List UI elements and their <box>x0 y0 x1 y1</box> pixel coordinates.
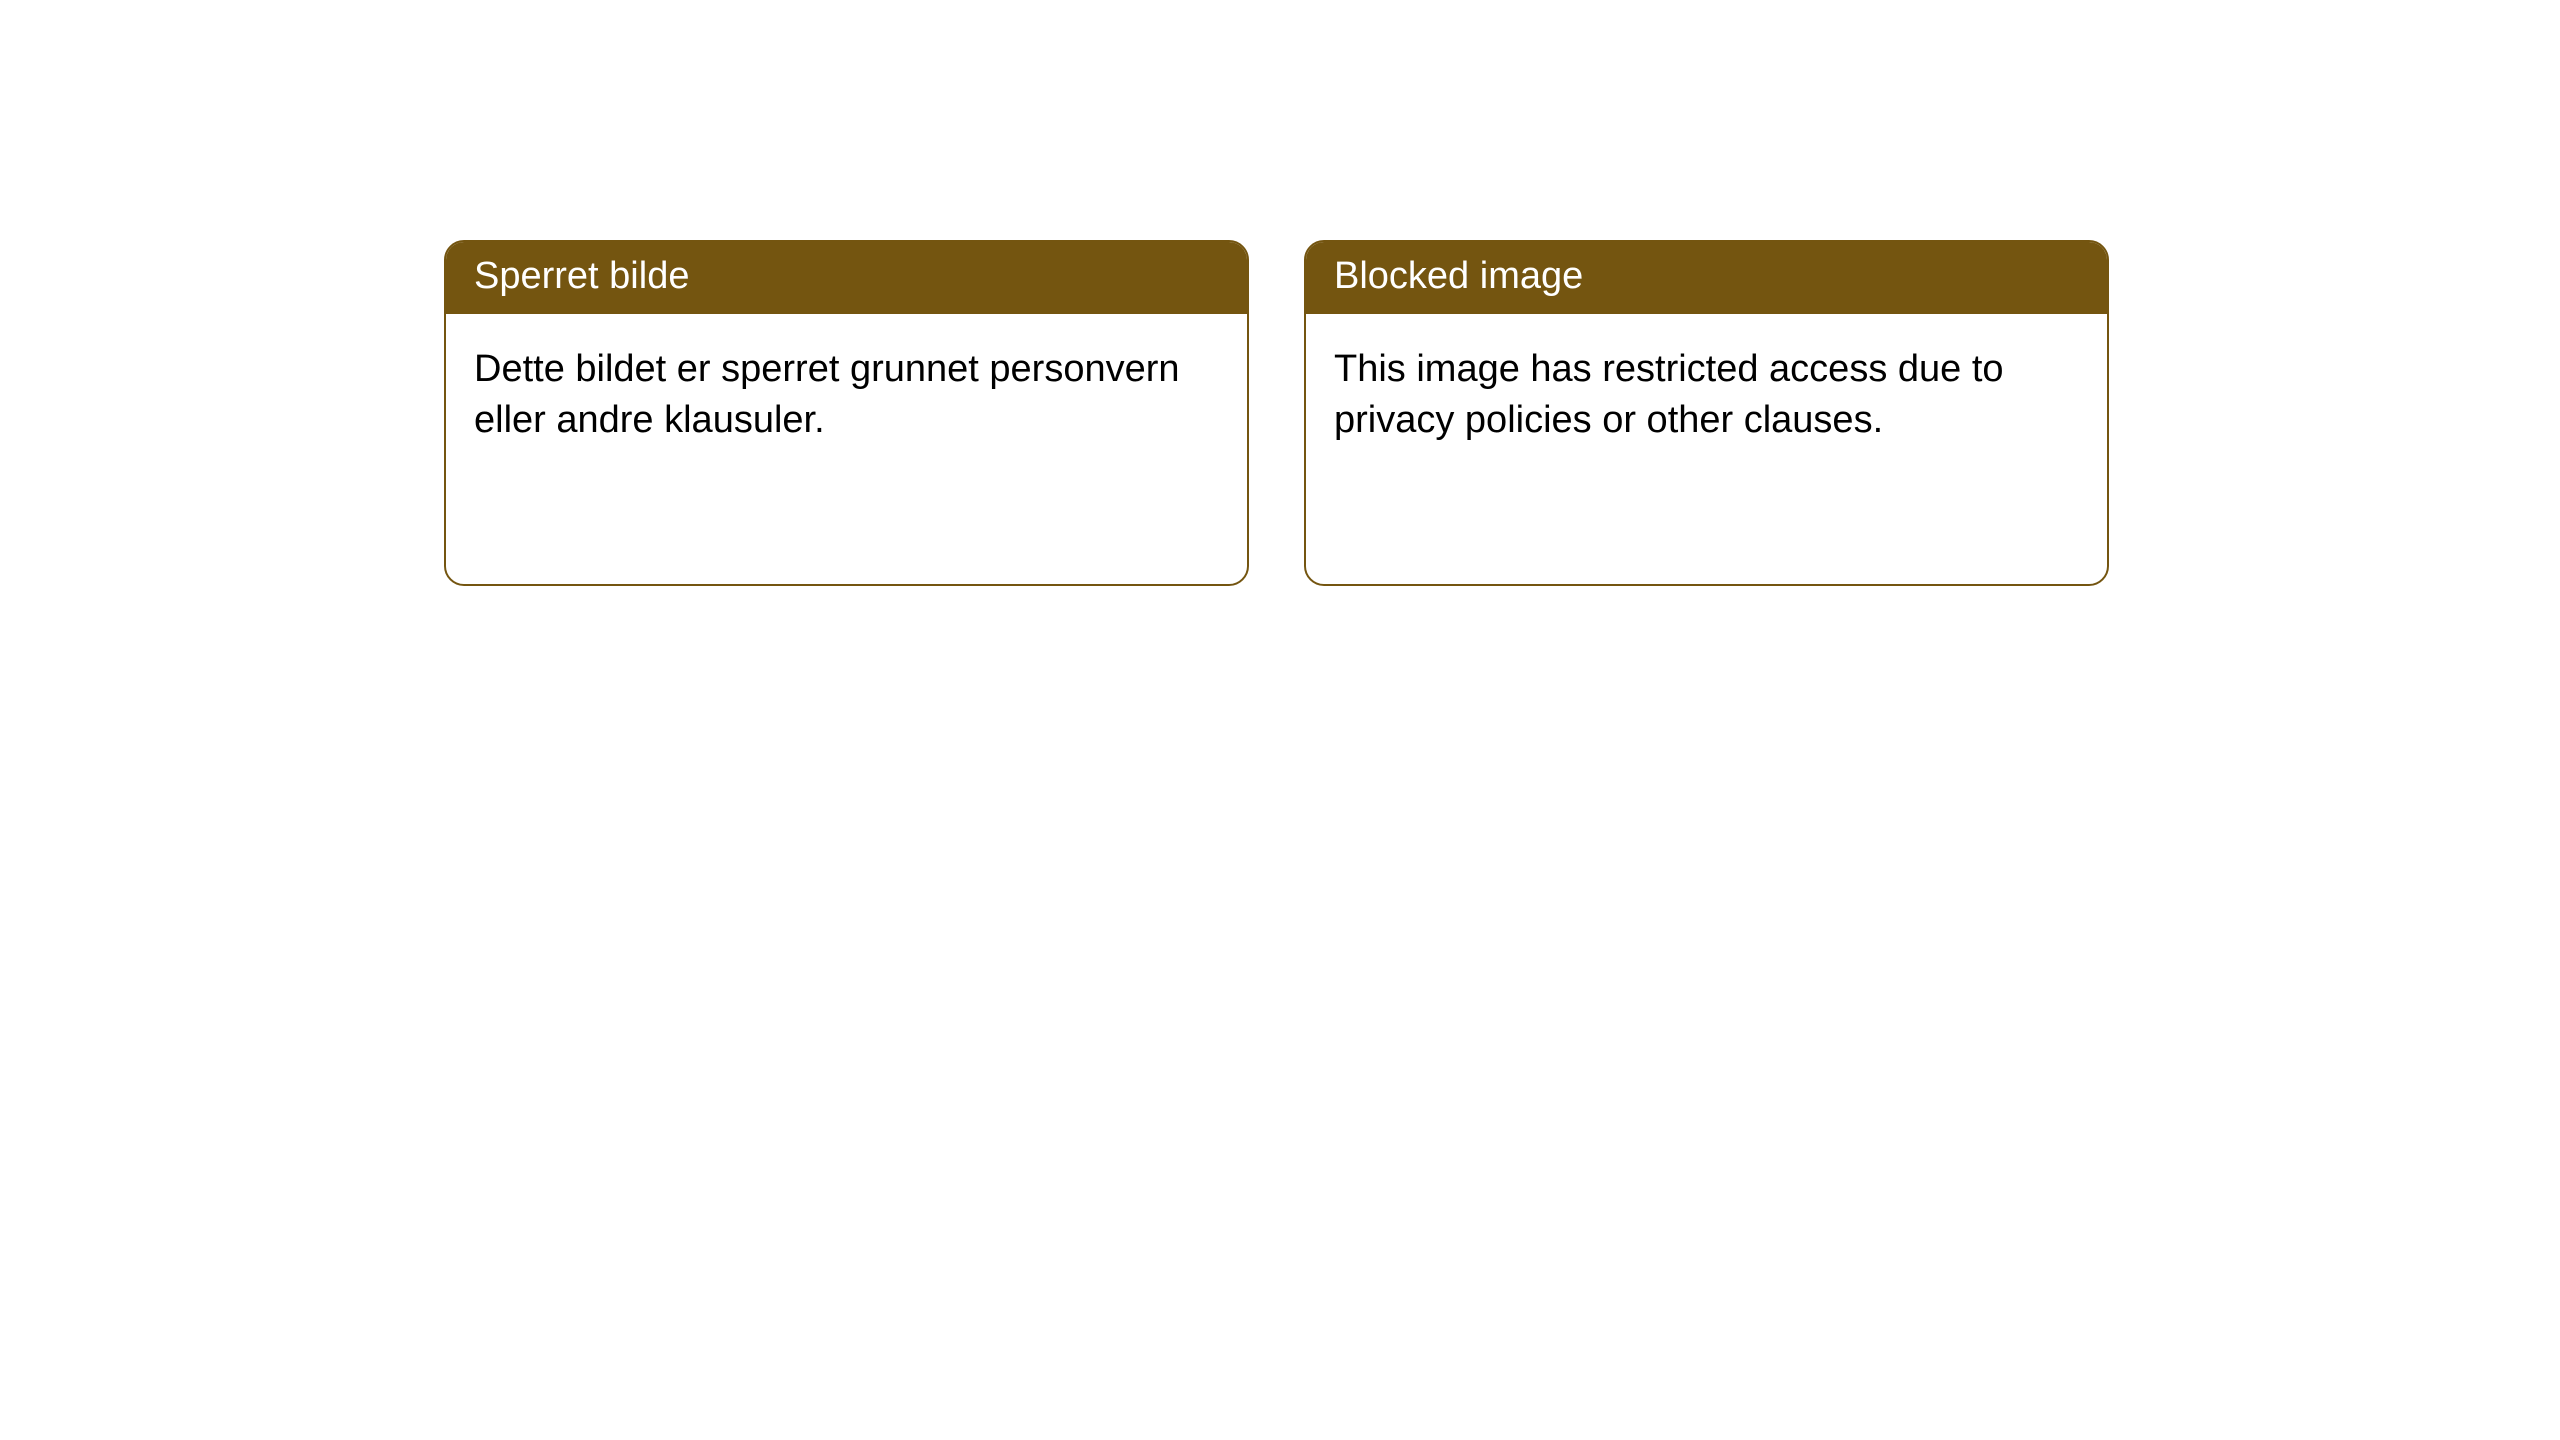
notice-card-no: Sperret bilde Dette bildet er sperret gr… <box>444 240 1249 586</box>
notice-header-en: Blocked image <box>1306 242 2107 314</box>
notice-card-en: Blocked image This image has restricted … <box>1304 240 2109 586</box>
notice-header-text-no: Sperret bilde <box>474 255 689 297</box>
notice-header-no: Sperret bilde <box>446 242 1247 314</box>
notice-body-en: This image has restricted access due to … <box>1306 314 2107 584</box>
notice-body-no: Dette bildet er sperret grunnet personve… <box>446 314 1247 584</box>
notice-body-text-no: Dette bildet er sperret grunnet personve… <box>474 348 1180 441</box>
notice-container: Sperret bilde Dette bildet er sperret gr… <box>0 0 2560 586</box>
notice-header-text-en: Blocked image <box>1334 255 1583 297</box>
notice-body-text-en: This image has restricted access due to … <box>1334 348 2004 441</box>
